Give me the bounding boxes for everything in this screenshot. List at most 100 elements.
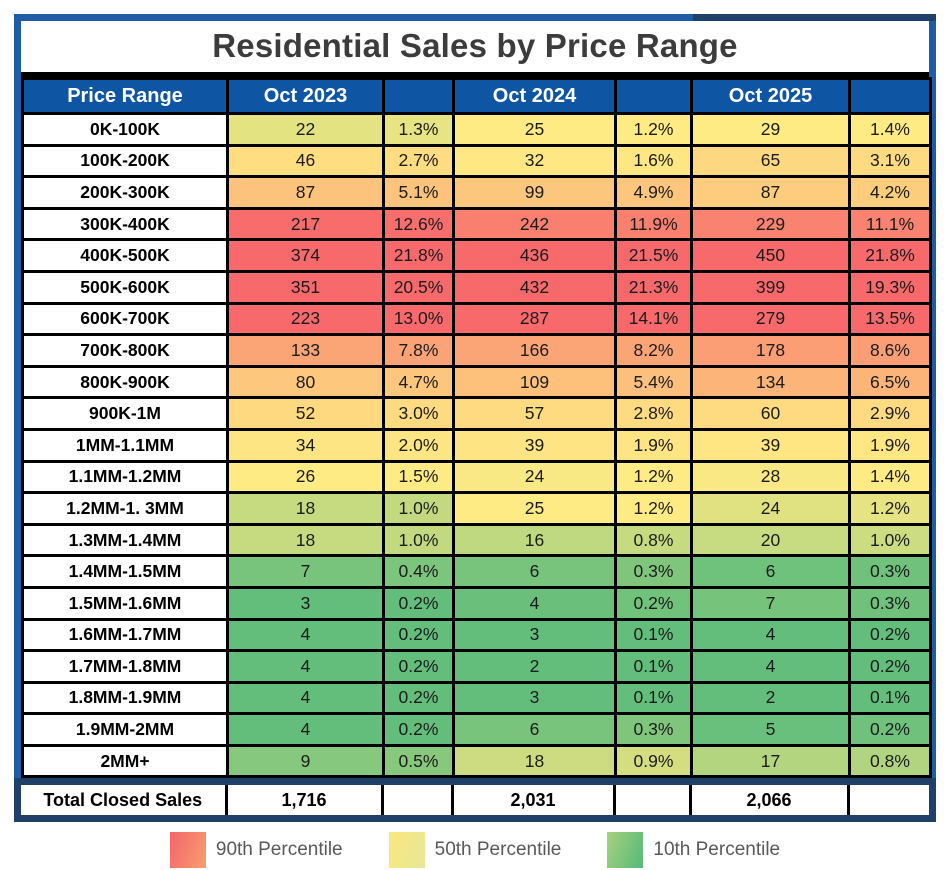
count-cell: 29 [690, 112, 851, 147]
count-cell: 109 [452, 364, 617, 400]
price-range-cell: 1.7MM-1.8MM [21, 649, 229, 684]
header-pct-2023 [382, 77, 455, 115]
legend-item-90th: 90th Percentile [169, 832, 343, 869]
count-cell: 399 [690, 269, 851, 305]
pct-cell: 1.6% [614, 143, 693, 179]
table-row: 1.4MM-1.5MM 7 0.4% 6 0.3% 6 0.3% [21, 554, 932, 589]
legend-swatch-yellow [388, 832, 425, 869]
pct-cell: 5.4% [614, 364, 693, 400]
pct-cell: 14.1% [614, 301, 693, 337]
pct-cell: 4.9% [614, 175, 693, 210]
pct-cell: 0.1% [614, 680, 693, 716]
price-range-cell: 0K-100K [21, 112, 229, 147]
count-cell: 178 [690, 333, 851, 368]
pct-cell: 0.2% [382, 712, 455, 747]
page-title: Residential Sales by Price Range [21, 21, 929, 77]
pct-cell: 1.2% [848, 491, 932, 526]
count-cell: 2 [452, 649, 617, 684]
count-cell: 4 [226, 712, 385, 747]
pct-cell: 0.4% [382, 554, 455, 589]
table-row: 1.3MM-1.4MM 18 1.0% 16 0.8% 20 1.0% [21, 522, 932, 558]
table-row: 400K-500K 374 21.8% 436 21.5% 450 21.8% [21, 238, 932, 273]
count-cell: 20 [690, 522, 851, 558]
pct-cell: 1.4% [848, 112, 932, 147]
table-row: 0K-100K 22 1.3% 25 1.2% 29 1.4% [21, 112, 932, 147]
count-cell: 60 [690, 396, 851, 431]
count-cell: 26 [226, 459, 385, 495]
pct-cell: 4.7% [382, 364, 455, 400]
count-cell: 134 [690, 364, 851, 400]
total-table: Total Closed Sales 1,716 2,031 2,066 [21, 785, 929, 816]
header-oct-2024: Oct 2024 [452, 77, 617, 115]
pct-cell: 3.0% [382, 396, 455, 431]
table-row: 1MM-1.1MM 34 2.0% 39 1.9% 39 1.9% [21, 427, 932, 463]
table-row: 900K-1M 52 3.0% 57 2.8% 60 2.9% [21, 396, 932, 431]
count-cell: 57 [452, 396, 617, 431]
legend-label: 50th Percentile [434, 839, 562, 861]
pct-cell: 1.9% [614, 427, 693, 463]
pct-cell: 21.8% [382, 238, 455, 273]
header-pct-2025 [848, 77, 932, 115]
pct-cell: 0.2% [614, 585, 693, 621]
pct-cell: 21.3% [614, 269, 693, 305]
pct-cell: 19.3% [848, 269, 932, 305]
table-row: 200K-300K 87 5.1% 99 4.9% 87 4.2% [21, 175, 932, 210]
pct-cell: 0.2% [382, 585, 455, 621]
count-cell: 6 [690, 554, 851, 589]
pct-cell: 1.2% [614, 459, 693, 495]
table-row: 2MM+ 9 0.5% 18 0.9% 17 0.8% [21, 743, 932, 779]
legend-swatch-red [169, 832, 206, 869]
count-cell: 166 [452, 333, 617, 368]
count-cell: 450 [690, 238, 851, 273]
pct-cell: 12.6% [382, 206, 455, 242]
table-header: Price Range Oct 2023 Oct 2024 Oct 2025 [21, 77, 932, 115]
total-pct-2024-blank [612, 785, 692, 816]
header-row: Price Range Oct 2023 Oct 2024 Oct 2025 [21, 77, 932, 115]
legend-swatch-green [607, 832, 644, 869]
count-cell: 16 [452, 522, 617, 558]
count-cell: 25 [452, 491, 617, 526]
table-row: 100K-200K 46 2.7% 32 1.6% 65 3.1% [21, 143, 932, 179]
count-cell: 133 [226, 333, 385, 368]
pct-cell: 0.3% [614, 554, 693, 589]
pct-cell: 8.2% [614, 333, 693, 368]
pct-cell: 20.5% [382, 269, 455, 305]
header-oct-2025: Oct 2025 [690, 77, 851, 115]
table-row: 1.2MM-1. 3MM 18 1.0% 25 1.2% 24 1.2% [21, 491, 932, 526]
price-range-cell: 1.9MM-2MM [21, 712, 229, 747]
pct-cell: 1.5% [382, 459, 455, 495]
price-range-cell: 900K-1M [21, 396, 229, 431]
count-cell: 279 [690, 301, 851, 337]
legend-item-10th: 10th Percentile [607, 832, 780, 869]
price-range-cell: 200K-300K [21, 175, 229, 210]
count-cell: 6 [452, 712, 617, 747]
table-row: 1.7MM-1.8MM 4 0.2% 2 0.1% 4 0.2% [21, 649, 932, 684]
count-cell: 7 [226, 554, 385, 589]
pct-cell: 1.0% [382, 522, 455, 558]
count-cell: 80 [226, 364, 385, 400]
count-cell: 4 [690, 617, 851, 653]
table-body: 0K-100K 22 1.3% 25 1.2% 29 1.4% 100K-200K 46 2.7%… [21, 112, 932, 779]
pct-cell: 1.9% [848, 427, 932, 463]
pct-cell: 1.0% [848, 522, 932, 558]
pct-cell: 1.2% [614, 112, 693, 147]
legend: 90th Percentile 50th Percentile 10th Per… [14, 832, 936, 869]
count-cell: 39 [452, 427, 617, 463]
table-row: 500K-600K 351 20.5% 432 21.3% 399 19.3% [21, 269, 932, 305]
pct-cell: 2.7% [382, 143, 455, 179]
price-range-cell: 1.2MM-1. 3MM [21, 491, 229, 526]
pct-cell: 21.8% [848, 238, 932, 273]
price-range-cell: 1.8MM-1.9MM [21, 680, 229, 716]
count-cell: 52 [226, 396, 385, 431]
price-range-cell: 1.3MM-1.4MM [21, 522, 229, 558]
count-cell: 25 [452, 112, 617, 147]
total-2025: 2,066 [688, 785, 850, 816]
pct-cell: 0.2% [848, 712, 932, 747]
count-cell: 24 [452, 459, 617, 495]
pct-cell: 0.3% [848, 554, 932, 589]
price-range-cell: 500K-600K [21, 269, 229, 305]
pct-cell: 0.2% [848, 617, 932, 653]
count-cell: 22 [226, 112, 385, 147]
count-cell: 24 [690, 491, 851, 526]
pct-cell: 0.2% [382, 680, 455, 716]
